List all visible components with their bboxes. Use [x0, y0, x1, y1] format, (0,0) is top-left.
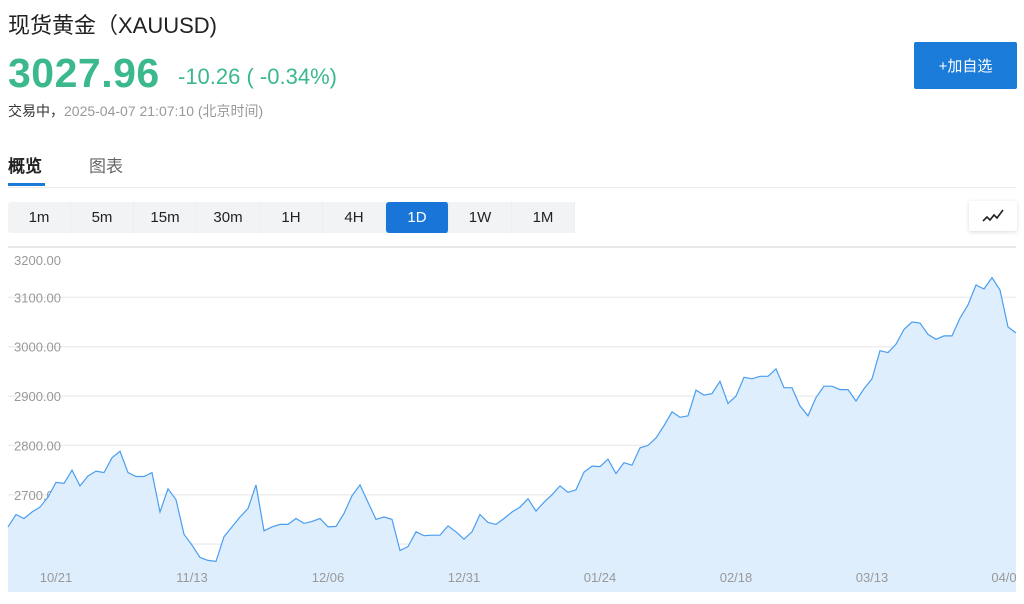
- active-tab-indicator: [8, 183, 45, 186]
- page-title: 现货黄金（XAUUSD): [8, 13, 218, 38]
- x-tick-label: 02/18: [720, 570, 753, 585]
- tab-chart[interactable]: 图表: [89, 157, 123, 176]
- price-change: -10.26 ( -0.34%): [178, 64, 337, 89]
- chart-type-button[interactable]: [969, 201, 1017, 231]
- current-price: 3027.96: [8, 50, 160, 96]
- y-tick-label: 2800.00: [14, 438, 61, 453]
- line-chart-icon: [982, 209, 1004, 222]
- period-15m[interactable]: 15m: [134, 202, 197, 233]
- x-tick-label: 01/24: [584, 570, 617, 585]
- x-tick-label: 12/06: [312, 570, 345, 585]
- timestamp: 2025-04-07 21:07:10: [64, 103, 194, 119]
- trading-status: 交易中，2025-04-07 21:07:10 (北京时间): [8, 101, 263, 121]
- price-area: [8, 277, 1016, 592]
- y-tick-label: 3000.00: [14, 340, 61, 355]
- period-30m[interactable]: 30m: [197, 202, 260, 233]
- period-5m[interactable]: 5m: [71, 202, 134, 233]
- y-tick-label: 2900.00: [14, 389, 61, 404]
- price-chart[interactable]: 3200.003100.003000.002900.002800.002700.…: [0, 244, 1024, 604]
- timezone: (北京时间): [197, 103, 264, 119]
- y-tick-label: 3200.00: [14, 253, 61, 268]
- period-1w[interactable]: 1W: [449, 202, 512, 233]
- x-tick-label: 04/0: [991, 570, 1016, 585]
- add-to-watchlist-button[interactable]: +加自选: [914, 42, 1017, 89]
- divider: [8, 187, 1016, 188]
- period-selector: 1m 5m 15m 30m 1H 4H 1D 1W 1M: [8, 202, 575, 233]
- tab-overview[interactable]: 概览: [8, 157, 42, 176]
- period-1d[interactable]: 1D: [386, 202, 449, 233]
- x-tick-label: 10/21: [40, 570, 73, 585]
- x-tick-label: 03/13: [856, 570, 889, 585]
- price-line: [7, 276, 1017, 563]
- status-label: 交易中，: [8, 103, 64, 119]
- x-tick-label: 12/31: [448, 570, 481, 585]
- period-1m[interactable]: 1m: [8, 202, 71, 233]
- period-1mo[interactable]: 1M: [512, 202, 575, 233]
- x-tick-label: 11/13: [176, 570, 208, 585]
- y-tick-label: 3100.00: [14, 290, 61, 305]
- period-1h[interactable]: 1H: [260, 202, 323, 233]
- period-4h[interactable]: 4H: [323, 202, 386, 233]
